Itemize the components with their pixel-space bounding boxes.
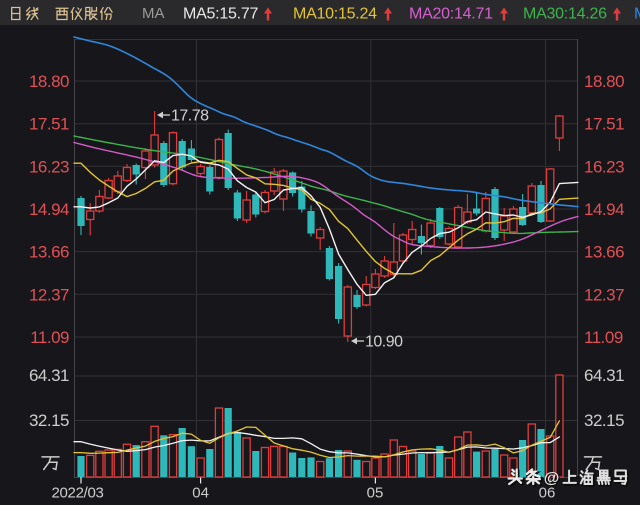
svg-text:2022/03: 2022/03 bbox=[51, 485, 103, 501]
svg-text:MA30:14.26: MA30:14.26 bbox=[523, 6, 607, 23]
svg-text:32.15: 32.15 bbox=[584, 411, 624, 430]
svg-text:@: @ bbox=[545, 471, 561, 488]
svg-text:11.09: 11.09 bbox=[584, 328, 623, 347]
svg-text:06: 06 bbox=[539, 485, 556, 501]
svg-text:05: 05 bbox=[367, 485, 384, 501]
svg-text:32.15: 32.15 bbox=[29, 411, 69, 430]
svg-text:14.94: 14.94 bbox=[29, 200, 69, 219]
svg-text:64.31: 64.31 bbox=[29, 366, 69, 385]
svg-text:MA6: MA6 bbox=[634, 6, 640, 23]
svg-text:17.51: 17.51 bbox=[29, 115, 69, 134]
svg-text:12.37: 12.37 bbox=[29, 285, 69, 304]
svg-text:MA5:15.77: MA5:15.77 bbox=[183, 6, 258, 23]
svg-text:16.23: 16.23 bbox=[584, 157, 624, 176]
svg-text:@: @ bbox=[544, 470, 560, 487]
svg-text:13.66: 13.66 bbox=[584, 243, 624, 262]
svg-text:04: 04 bbox=[192, 485, 209, 501]
svg-text:14.94: 14.94 bbox=[584, 200, 624, 219]
svg-text:10.90: 10.90 bbox=[365, 334, 403, 351]
svg-text:18.80: 18.80 bbox=[584, 72, 624, 91]
svg-text:11.09: 11.09 bbox=[30, 328, 69, 347]
svg-text:64.31: 64.31 bbox=[584, 366, 624, 385]
svg-text:16.23: 16.23 bbox=[29, 157, 69, 176]
svg-text:17.78: 17.78 bbox=[171, 108, 209, 125]
svg-text:MA20:14.71: MA20:14.71 bbox=[409, 6, 493, 23]
svg-text:17.51: 17.51 bbox=[584, 115, 624, 134]
svg-text:18.80: 18.80 bbox=[29, 72, 69, 91]
svg-text:MA: MA bbox=[142, 5, 165, 22]
svg-text:MA10:15.24: MA10:15.24 bbox=[293, 6, 377, 23]
svg-text:13.66: 13.66 bbox=[29, 243, 69, 262]
svg-text:12.37: 12.37 bbox=[584, 285, 624, 304]
